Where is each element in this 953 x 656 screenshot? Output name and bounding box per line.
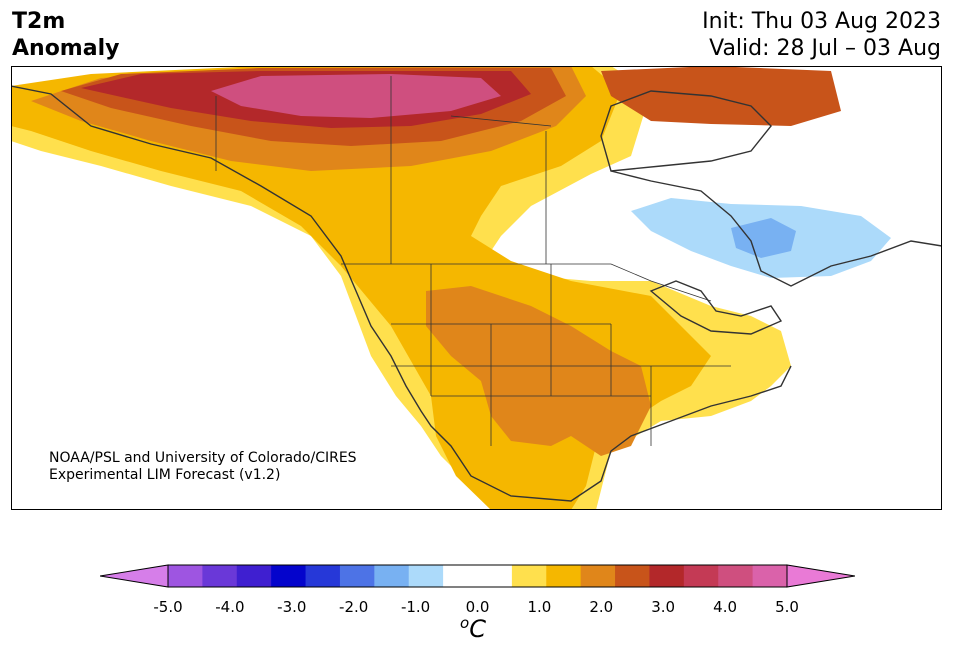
colorbar-segment bbox=[339, 565, 375, 587]
colorbar-segment bbox=[236, 565, 272, 587]
colorbar-segment bbox=[752, 565, 788, 587]
colorbar-segment bbox=[271, 565, 307, 587]
east-coastline bbox=[610, 170, 942, 287]
colorbar-tick-label: -4.0 bbox=[215, 598, 245, 616]
colorbar-segment bbox=[683, 565, 719, 587]
anomaly-contours bbox=[11, 66, 891, 510]
colorbar-segment bbox=[511, 565, 547, 587]
great-lakes bbox=[649, 280, 783, 335]
credit-line-1: NOAA/PSL and University of Colorado/CIRE… bbox=[49, 450, 357, 466]
us-canada-border bbox=[341, 263, 712, 302]
colorbar-segment bbox=[615, 565, 650, 587]
colorbar-frame bbox=[167, 564, 788, 588]
colorbar-segment bbox=[443, 565, 478, 587]
colorbar-segment bbox=[305, 565, 341, 587]
map-frame bbox=[11, 66, 942, 510]
colorbar-tick-label: 0.0 bbox=[465, 598, 490, 616]
colorbar-segment bbox=[546, 565, 582, 587]
canada-provinces bbox=[215, 76, 552, 264]
coastlines bbox=[11, 85, 942, 502]
colorbar-tick-label: 2.0 bbox=[589, 598, 614, 616]
colorbar-tick-label: -1.0 bbox=[400, 598, 431, 616]
colorbar-segment bbox=[408, 565, 444, 587]
colorbar-tick-label: 1.0 bbox=[527, 598, 552, 616]
title-line-1: T2m bbox=[12, 9, 66, 34]
colorbar-segment bbox=[649, 565, 685, 587]
unit-degree: o bbox=[460, 614, 470, 632]
colorbar-segments bbox=[100, 564, 855, 588]
colorbar-unit: oC bbox=[460, 614, 486, 643]
colorbar-tick-label: 3.0 bbox=[651, 598, 676, 616]
init-date: Init: Thu 03 Aug 2023 bbox=[702, 9, 941, 34]
credit-line-2: Experimental LIM Forecast (v1.2) bbox=[49, 467, 281, 483]
colorbar bbox=[100, 564, 855, 588]
colorbar-segment bbox=[580, 565, 616, 587]
colorbar-tick-label: 5.0 bbox=[775, 598, 799, 616]
colorbar-segment bbox=[202, 565, 238, 587]
valid-dates: Valid: 28 Jul – 03 Aug bbox=[709, 36, 941, 61]
us-states bbox=[391, 264, 731, 446]
anomaly-map bbox=[11, 66, 942, 510]
colorbar-segment bbox=[168, 565, 203, 587]
west-coastline bbox=[11, 85, 792, 502]
colorbar-tick-label: -5.0 bbox=[153, 598, 183, 616]
colorbar-segment bbox=[718, 565, 754, 587]
contour-minus-1p0 bbox=[731, 218, 796, 258]
forecast-dates: Init: Thu 03 Aug 2023 Valid: 28 Jul – 03… bbox=[702, 8, 941, 62]
colorbar-extension-high bbox=[786, 564, 855, 588]
contour-2p0-south bbox=[426, 286, 651, 456]
colorbar-tick-label: -3.0 bbox=[277, 598, 307, 616]
unit-symbol: C bbox=[469, 615, 486, 643]
contour-2p5-east bbox=[601, 66, 841, 126]
colorbar-segment bbox=[374, 565, 410, 587]
map-title: T2m Anomaly bbox=[12, 8, 119, 62]
colorbar-tick-label: 4.0 bbox=[713, 598, 738, 616]
hudson-bay bbox=[600, 90, 772, 172]
colorbar-tick-label: -2.0 bbox=[339, 598, 369, 616]
contour-3p5 bbox=[211, 74, 501, 118]
credit-text: NOAA/PSL and University of Colorado/CIRE… bbox=[49, 450, 357, 484]
title-line-2: Anomaly bbox=[12, 36, 120, 61]
colorbar-extension-low bbox=[100, 564, 169, 588]
colorbar-segment bbox=[477, 565, 513, 587]
political-borders bbox=[215, 76, 731, 446]
